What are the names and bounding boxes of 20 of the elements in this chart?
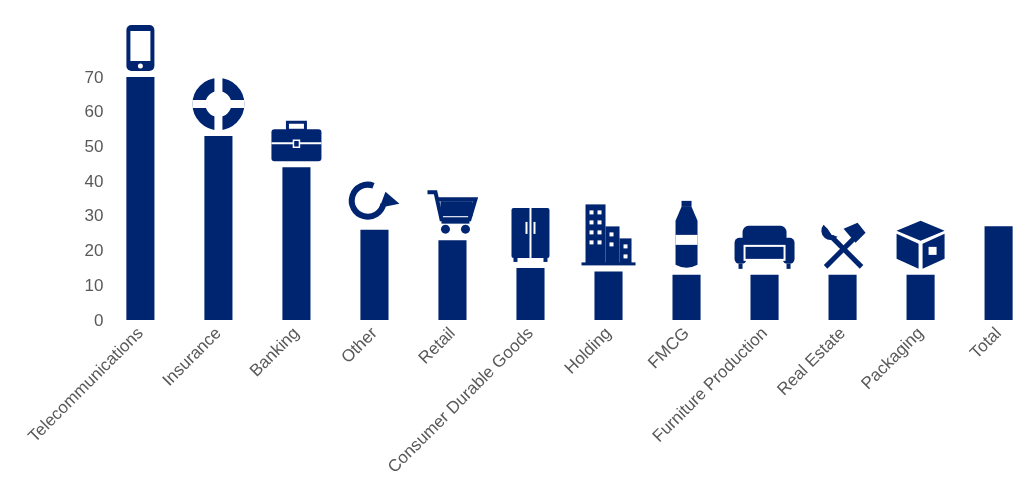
- bar: [828, 274, 857, 320]
- bar: [516, 267, 545, 320]
- bar: [204, 136, 233, 320]
- y-tick-label: 40: [84, 171, 104, 191]
- y-tick-label: 70: [84, 67, 104, 87]
- bar: [984, 226, 1013, 320]
- y-tick-label: 60: [84, 102, 104, 122]
- y-tick-label: 20: [84, 241, 104, 261]
- bar: [594, 271, 623, 320]
- y-tick-label: 0: [94, 310, 104, 330]
- bar: [360, 229, 389, 320]
- bar: [672, 274, 701, 320]
- bar: [282, 167, 311, 320]
- bar: [126, 77, 155, 320]
- bar: [750, 274, 779, 320]
- bar: [438, 240, 467, 320]
- bar: [906, 274, 935, 320]
- y-tick-label: 30: [84, 206, 104, 226]
- y-tick-label: 10: [84, 275, 104, 295]
- y-tick-label: 50: [84, 136, 104, 156]
